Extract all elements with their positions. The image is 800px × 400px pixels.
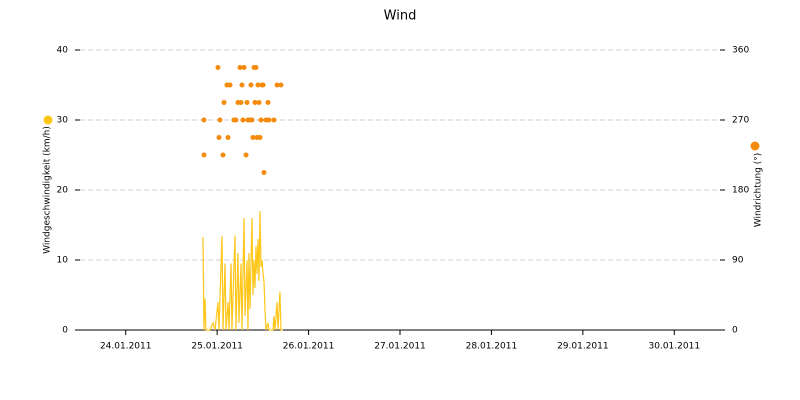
y-tick-label: 40 (57, 46, 69, 56)
y-axis-title: Windgeschwindigkeit (km/h) (43, 126, 53, 254)
y-tick-label: 10 (57, 256, 69, 266)
direction-point (253, 65, 259, 70)
direction-point (215, 65, 221, 70)
direction-point (227, 82, 233, 88)
y2-tick-label: 0 (732, 326, 738, 336)
direction-point (261, 170, 267, 175)
y2-tick-label: 90 (732, 256, 744, 266)
direction-point (255, 82, 261, 88)
y2-tick-label: 180 (732, 186, 749, 196)
direction-point (278, 82, 284, 88)
direction-point (220, 152, 226, 158)
x-tick-label: 28.01.2011 (466, 342, 518, 352)
direction-point (257, 135, 263, 140)
direction-point (225, 135, 231, 140)
direction-point (252, 100, 258, 105)
direction-point (256, 100, 262, 105)
direction-point (271, 117, 277, 123)
x-tick-label: 29.01.2011 (557, 342, 609, 352)
direction-point (260, 82, 266, 88)
direction-point (248, 82, 254, 88)
direction-point (244, 100, 250, 105)
direction-point (266, 117, 272, 123)
y2-tick-label: 360 (732, 46, 749, 56)
direction-point (217, 117, 223, 123)
y-tick-label: 0 (62, 326, 68, 336)
y2-axis-title: Windrichtung (°) (754, 153, 764, 228)
speed-line (202, 210, 283, 331)
direction-point (249, 117, 255, 123)
x-tick-label: 24.01.2011 (100, 342, 152, 352)
direction-point (201, 117, 207, 123)
direction-point (237, 65, 243, 70)
direction-point (239, 82, 245, 88)
direction-point (243, 152, 249, 158)
y-tick-label: 20 (57, 186, 69, 196)
x-tick-label: 26.01.2011 (283, 342, 335, 352)
direction-point (233, 117, 239, 123)
direction-point (274, 82, 280, 88)
axis-marker (43, 115, 53, 125)
direction-point (250, 135, 256, 140)
chart-title: Wind (384, 9, 417, 24)
direction-point (265, 100, 271, 105)
x-tick-label: 25.01.2011 (191, 342, 243, 352)
direction-point (238, 100, 244, 105)
axis-marker (750, 141, 760, 151)
direction-point (201, 152, 207, 158)
direction-point (241, 65, 247, 70)
x-tick-label: 27.01.2011 (374, 342, 426, 352)
y2-tick-label: 270 (732, 116, 749, 126)
y-tick-label: 30 (57, 116, 69, 126)
x-tick-label: 30.01.2011 (649, 342, 701, 352)
direction-point (221, 100, 227, 105)
direction-point (216, 135, 222, 140)
direction-point (258, 117, 264, 123)
direction-point (240, 117, 246, 123)
